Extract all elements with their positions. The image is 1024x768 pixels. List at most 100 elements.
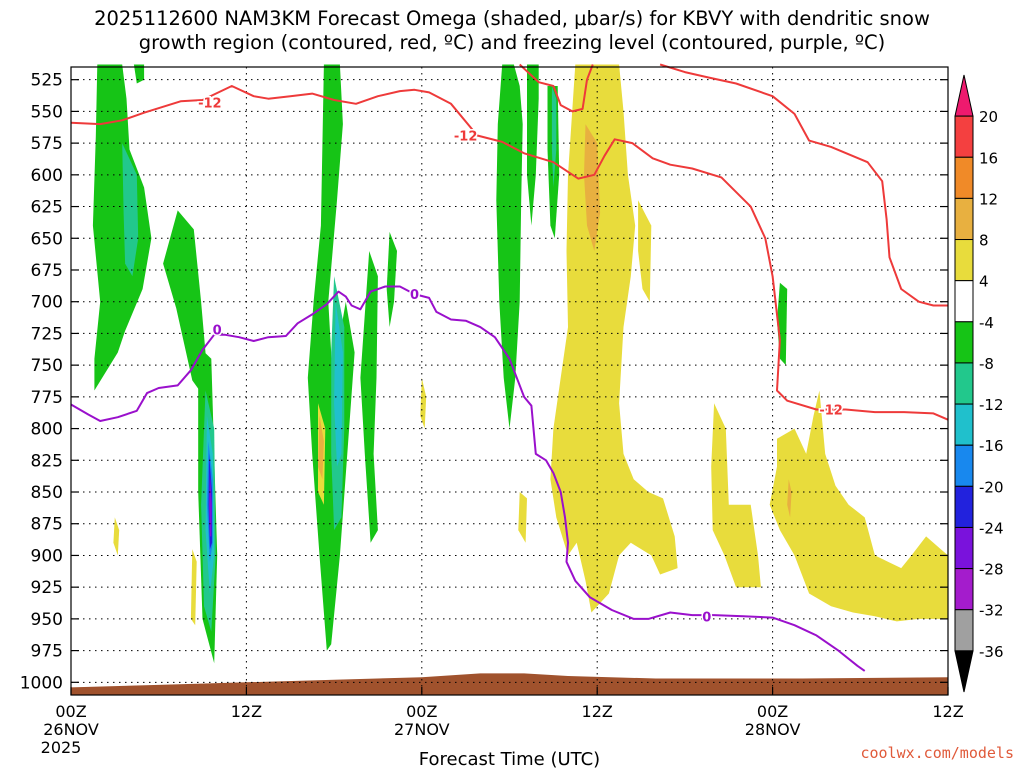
y-tick-label: 975 — [31, 642, 63, 662]
x-tick-label: 26NOV — [43, 720, 99, 739]
contour-label: -12 — [819, 404, 843, 419]
x-tick-label: 00Z — [757, 702, 788, 721]
colorbar-label: -8 — [979, 355, 994, 373]
contour-line-0-0 — [70, 85, 949, 421]
x-tick-label: 12Z — [582, 702, 613, 721]
colorbar-label: 20 — [979, 108, 998, 126]
omega-region-16 — [334, 301, 343, 467]
y-tick-label: 675 — [31, 261, 63, 281]
omega-region-6 — [386, 231, 397, 328]
y-tick-label: 900 — [31, 546, 63, 566]
y-tick-label: 925 — [31, 578, 63, 598]
colorbar: 20 16 12 8 4 -4 -8 -12 -16 -20 -24 -28 -32 -36 — [954, 74, 1004, 693]
omega-region-0 — [92, 64, 152, 391]
y-tick-label: 525 — [31, 71, 63, 91]
colorbar-label: -16 — [979, 437, 1004, 455]
omega-region-30 — [584, 124, 601, 251]
colorbar-swatch — [954, 444, 974, 487]
contours: -12 -12 -12 0 0 0 — [70, 63, 949, 672]
grid — [70, 67, 949, 695]
omega-region-5 — [360, 251, 378, 543]
x-tick-label: 28NOV — [745, 720, 801, 739]
omega-region-7 — [496, 64, 523, 429]
colorbar-label: 4 — [979, 273, 989, 291]
y-tick-label: 600 — [31, 166, 63, 186]
contour-line-1-0 — [70, 285, 866, 672]
omega-region-19 — [209, 473, 212, 537]
y-tick-label: 825 — [31, 451, 63, 471]
colorbar-label: -28 — [979, 561, 1004, 579]
colorbar-bottom-arrow — [954, 650, 974, 693]
colorbar-swatch — [954, 485, 974, 528]
terrain — [71, 673, 948, 695]
contour-label: -12 — [454, 130, 478, 145]
x-tick-label: 12Z — [932, 702, 963, 721]
y-tick-label: 550 — [31, 102, 63, 122]
site-credit: coolwx.com/models — [860, 744, 1014, 762]
x-axis-title: Forecast Time (UTC) — [419, 749, 600, 768]
omega-region-28 — [190, 549, 197, 626]
x-tick-label: 2025 — [41, 738, 82, 757]
colorbar-top-arrow — [954, 74, 974, 117]
contour-line-0-1 — [519, 63, 594, 113]
x-tick-label: 00Z — [406, 702, 437, 721]
omega-region-2 — [163, 210, 207, 401]
colorbar-swatch — [954, 156, 974, 199]
colorbar-swatch — [954, 239, 974, 282]
colorbar-label: -4 — [979, 314, 994, 332]
colorbar-label: -12 — [979, 396, 1004, 414]
colorbar-label: -20 — [979, 478, 1004, 496]
omega-region-11 — [122, 143, 139, 277]
colorbar-label: 12 — [979, 190, 998, 208]
y-tick-label: 850 — [31, 483, 63, 503]
omega-region-1 — [133, 64, 145, 84]
omega-region-29 — [113, 517, 120, 556]
chart-title-line2: growth region (contoured, red, ºC) and f… — [138, 31, 886, 54]
chart-title-line1: 2025112600 NAM3KM Forecast Omega (shaded… — [94, 7, 930, 30]
colorbar-swatch — [954, 526, 974, 570]
colorbar-swatch — [954, 115, 974, 158]
x-tick-label: 27NOV — [394, 720, 450, 739]
y-tick-label: 700 — [31, 293, 63, 313]
contour-label: 0 — [702, 610, 711, 625]
contour-line-0-2 — [659, 63, 948, 307]
omega-region-22 — [638, 200, 652, 302]
omega-region-32 — [787, 479, 792, 518]
colorbar-swatch — [954, 568, 974, 611]
x-tick-label: 00Z — [55, 702, 86, 721]
colorbar-swatch — [954, 321, 974, 364]
contour-label: 0 — [213, 324, 222, 339]
contour-label: -12 — [198, 97, 222, 112]
colorbar-label: -32 — [979, 602, 1004, 620]
y-tick-label: 775 — [31, 388, 63, 408]
omega-region-25 — [518, 492, 527, 543]
y-tick-label: 1000 — [20, 673, 63, 693]
omega-region-8 — [527, 64, 539, 226]
colorbar-label: 16 — [979, 149, 998, 167]
y-tick-label: 725 — [31, 324, 63, 344]
colorbar-label: -36 — [979, 643, 1004, 661]
omega-shading — [92, 64, 948, 664]
colorbar-swatch — [954, 362, 974, 405]
y-tick-label: 625 — [31, 198, 63, 218]
y-tick-label: 650 — [31, 229, 63, 249]
contour-label: 0 — [410, 288, 419, 303]
omega-region-20 — [550, 64, 678, 613]
y-tick-label: 750 — [31, 356, 63, 376]
plot-frame — [70, 66, 949, 696]
colorbar-swatch — [954, 403, 974, 446]
omega-region-24 — [769, 390, 948, 622]
y-tick-label: 800 — [31, 420, 63, 440]
omega-region-31 — [318, 415, 324, 480]
omega-region-23 — [711, 403, 761, 588]
y-tick-label: 875 — [31, 515, 63, 535]
colorbar-label: 8 — [979, 232, 989, 250]
colorbar-swatch — [954, 197, 974, 241]
colorbar-label: -24 — [979, 519, 1004, 537]
y-tick-label: 950 — [31, 610, 63, 630]
x-tick-label: 12Z — [231, 702, 262, 721]
colorbar-swatch — [954, 609, 974, 652]
colorbar-swatch — [954, 280, 974, 323]
y-tick-label: 575 — [31, 134, 63, 154]
